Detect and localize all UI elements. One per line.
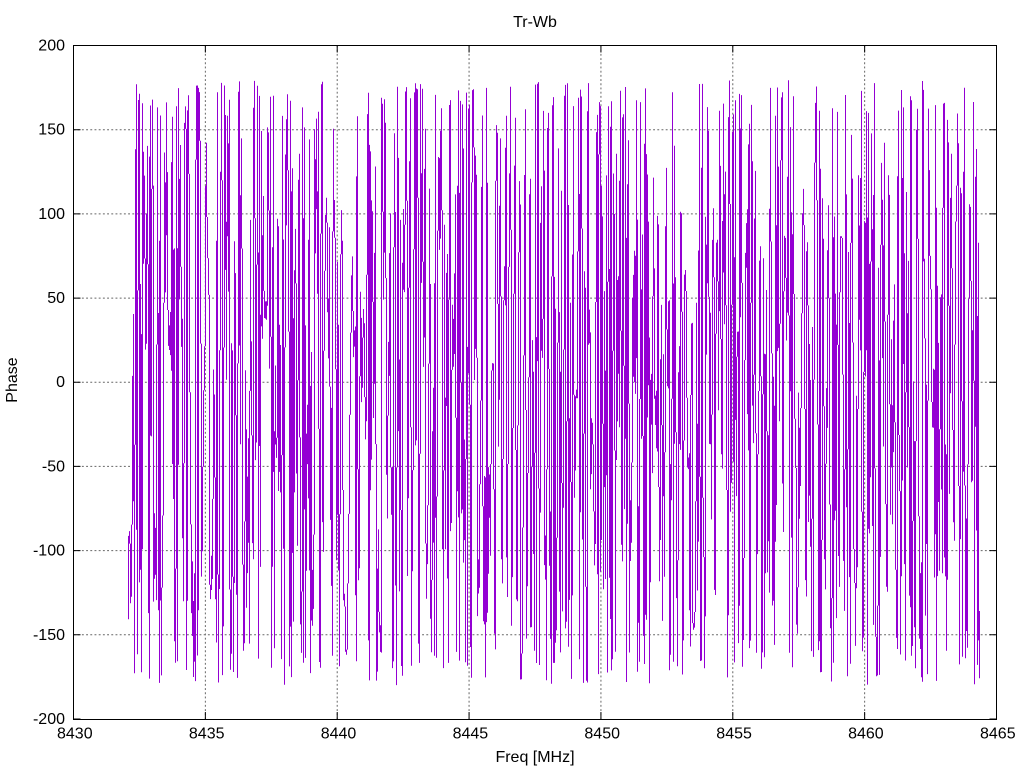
svg-text:Tr-Wb: Tr-Wb — [513, 14, 557, 31]
svg-text:-150: -150 — [33, 627, 65, 644]
svg-text:-100: -100 — [33, 543, 65, 560]
svg-text:8435: 8435 — [189, 726, 225, 743]
svg-text:8430: 8430 — [57, 726, 93, 743]
svg-text:-50: -50 — [42, 458, 65, 475]
svg-text:8460: 8460 — [848, 726, 884, 743]
svg-text:0: 0 — [56, 374, 65, 391]
svg-text:8465: 8465 — [980, 726, 1016, 743]
svg-text:Freq [MHz]: Freq [MHz] — [495, 749, 574, 766]
svg-text:150: 150 — [38, 122, 65, 139]
svg-text:8445: 8445 — [453, 726, 489, 743]
svg-text:50: 50 — [47, 290, 65, 307]
svg-text:200: 200 — [38, 38, 65, 55]
svg-text:8440: 8440 — [321, 726, 357, 743]
svg-text:8450: 8450 — [584, 726, 620, 743]
svg-text:100: 100 — [38, 206, 65, 223]
svg-text:8455: 8455 — [716, 726, 752, 743]
svg-text:Phase: Phase — [4, 357, 21, 402]
svg-text:-200: -200 — [33, 711, 65, 728]
